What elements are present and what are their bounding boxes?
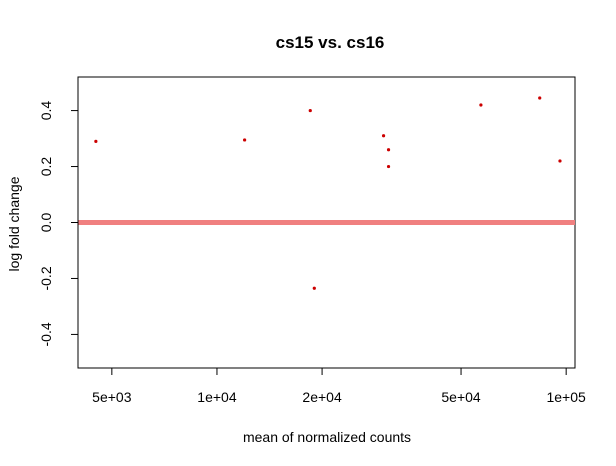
data-point	[312, 286, 316, 290]
x-axis-label: mean of normalized counts	[243, 429, 411, 445]
data-point	[386, 164, 391, 169]
data-point	[558, 159, 562, 163]
x-tick-label: 2e+04	[302, 389, 342, 405]
data-point	[538, 96, 542, 100]
y-tick-label: 0.0	[38, 213, 54, 233]
y-tick-label: 0.2	[38, 157, 54, 177]
data-point	[243, 138, 247, 142]
x-tick-label: 1e+05	[546, 389, 586, 405]
data-point	[381, 134, 386, 138]
chart-title: cs15 vs. cs16	[276, 33, 385, 52]
x-tick-label: 5e+03	[92, 389, 132, 405]
y-tick-label: -0.4	[38, 322, 54, 346]
data-point	[479, 103, 483, 107]
x-tick-label: 1e+04	[197, 389, 237, 405]
y-tick-label: 0.4	[38, 101, 54, 121]
data-point	[308, 108, 312, 113]
y-tick-label: -0.2	[38, 266, 54, 290]
x-tick-label: 5e+04	[441, 389, 481, 405]
data-point	[94, 139, 98, 143]
data-point	[386, 148, 391, 152]
y-axis-label: log fold change	[6, 176, 22, 271]
